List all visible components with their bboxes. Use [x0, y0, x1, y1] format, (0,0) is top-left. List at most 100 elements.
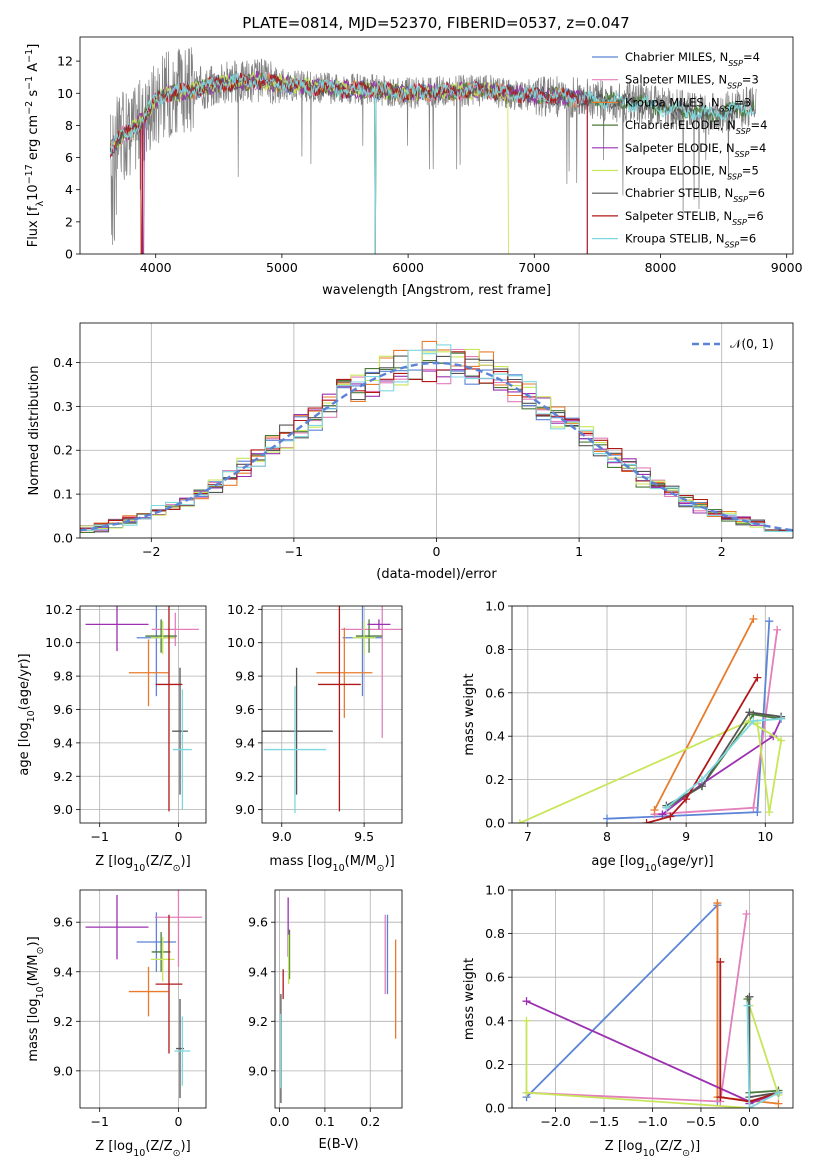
weight-Z-ytick-label: 0.4	[485, 1013, 505, 1028]
weight-age-axes: 7 8 9 10 0.0 0.2 0.4 0.6 0.8 1.0 mass weight age [l…	[462, 599, 794, 874]
age-mass-point-8	[263, 686, 327, 813]
age-Z-ylabel-part: 10	[26, 710, 37, 722]
legend-model-name: Salpeter ELODIE, N	[625, 141, 735, 155]
spectrum-xtick-label: 5000	[266, 260, 298, 275]
weight-Z-xlabel-part: Z [log	[605, 1139, 643, 1154]
legend-entry-3: Chabrier ELODIE, NSSP=4	[625, 118, 767, 136]
mass-Z-ylabel: mass [log10(M/M⊙)]	[26, 936, 46, 1061]
weight-Z-marker	[774, 1099, 783, 1108]
weight-age-marker	[662, 803, 671, 812]
weight-age-marker	[749, 615, 758, 624]
legend-ssp-eq: =	[742, 73, 752, 87]
spectrum-ylabel-part: 10	[26, 184, 41, 201]
legend-entry-5: Kroupa ELODIE, NSSP=5	[625, 164, 759, 182]
legend-ssp-eq: =	[748, 186, 758, 200]
legend-model-name: Salpeter STELIB, N	[625, 209, 732, 223]
mass-Z-point-3	[151, 932, 171, 972]
weight-Z-ytick-label: 0.0	[485, 1101, 505, 1116]
residuals-axes: −2 −1 0 1 2 0.0 0.1 0.2 0.3 0.4 𝒩(0, 1) (data-model…	[27, 322, 794, 582]
legend-nssp: 6	[756, 209, 763, 223]
legend-nssp: 6	[749, 232, 756, 246]
spectrum-xtick-label: 6000	[392, 260, 424, 275]
legend-ssp-sub: SSP	[720, 104, 735, 113]
weight-age-xtick-label: 10	[757, 829, 773, 844]
age-Z-xlabel-part: 10	[133, 863, 145, 874]
residuals-xtick-label: 0	[433, 544, 441, 559]
age-Z-ytick-label: 9.6	[53, 702, 73, 717]
age-Z-ylabel: age [log10(age/yr)]	[17, 653, 37, 775]
age-Z-xtick-label: 0	[174, 829, 182, 844]
spectrum-ylabel-part: −2	[24, 101, 35, 115]
weight-age-ytick-label: 0.8	[485, 642, 505, 657]
weight-Z-xlabel-part: 10	[643, 1148, 655, 1159]
mass-Z-xlabel-part: (Z/Z	[145, 1139, 172, 1154]
age-mass-xtick-label: 9.5	[354, 829, 374, 844]
spectrum-ylabel-part: −17	[24, 164, 35, 184]
weight-age-marker	[642, 819, 651, 823]
weight-Z-marker	[745, 992, 754, 1001]
weight-age-marker	[753, 673, 762, 682]
mass-EBV-ytick-label: 9.4	[248, 964, 268, 979]
weight-Z-marker	[522, 1088, 531, 1097]
weight-age-series-6	[665, 711, 782, 807]
spectrum-ytick-label: 6	[65, 150, 73, 165]
weight-Z-xlabel-part: ⊙	[682, 1148, 690, 1159]
weight-age-plot-area	[515, 615, 786, 823]
age-Z-xlabel-part: Z [log	[95, 854, 133, 869]
age-mass-frame	[261, 605, 403, 824]
age-mass-ytick-label: 9.8	[235, 669, 255, 684]
mass-Z-point-2	[128, 966, 169, 1017]
weight-age-frame	[511, 605, 794, 824]
legend-nssp: 3	[751, 73, 758, 87]
legend-nssp: 5	[751, 164, 758, 178]
weight-age-xlabel-part: age [log	[591, 854, 644, 869]
legend-ssp-eq: =	[734, 95, 744, 109]
spectrum-xtick-label: 4000	[140, 260, 172, 275]
weight-Z-series-8	[746, 1005, 779, 1108]
mass-Z-ytick-label: 9.6	[53, 915, 73, 930]
weight-age-marker	[777, 714, 786, 723]
weight-Z-marker	[522, 1016, 531, 1025]
legend-model-name: Chabrier STELIB, N	[625, 186, 733, 200]
mass-EBV-xtick-label: 0.1	[315, 1114, 335, 1129]
weight-age-series-7	[646, 677, 759, 823]
mass-Z-xtick-label: −1	[90, 1114, 108, 1129]
weight-Z-plot-area	[522, 899, 783, 1108]
legend-ssp-sub: SSP	[727, 172, 742, 181]
weight-Z-frame	[511, 889, 794, 1109]
age-mass-ytick-label: 9.4	[235, 735, 255, 750]
legend-ssp-eq: =	[743, 50, 753, 64]
weight-Z-axes: −2.0 −1.5 −1.0 −0.5 0.0 0.0 0.2 0.4 0.6 0.8 1.0 mas…	[462, 883, 794, 1159]
chart-panels: 4000 5000 6000 7000 8000 9000024681012wavelen…	[17, 36, 803, 1159]
mass-Z-plot-area	[85, 890, 203, 1099]
age-mass-point-1	[341, 606, 402, 738]
weight-Z-ytick-label: 0.8	[485, 926, 505, 941]
residuals-xlabel: (data-model)/error	[376, 567, 497, 582]
figure-title: PLATE=0814, MJD=52370, FIBERID=0537, z=0…	[242, 14, 629, 32]
age-mass-ytick-label: 9.6	[235, 702, 255, 717]
spectrum-frame	[79, 36, 794, 255]
age-mass-ytick-label: 9.2	[235, 769, 255, 784]
spectrum-ylabel-part: −1	[24, 76, 35, 90]
age-Z-axes: −1 09.09.29.49.69.810.010.2Z [log10(Z/Z⊙)…	[17, 602, 207, 874]
mass-EBV-frame	[274, 889, 403, 1109]
age-Z-point-4	[85, 606, 149, 652]
weight-Z-marker	[716, 1093, 725, 1102]
mass-Z-xtick-label: 0	[174, 1114, 182, 1129]
weight-age-marker	[682, 795, 691, 804]
age-mass-xlabel-part: )]	[385, 854, 395, 869]
age-Z-xtick-label: −1	[90, 829, 108, 844]
age-Z-point-7	[155, 606, 183, 812]
age-mass-xlabel-part: 10	[333, 863, 345, 874]
weight-age-xlabel-part: (age/yr)]	[657, 854, 714, 869]
mass-Z-xlabel-part: 10	[133, 1148, 145, 1159]
weight-age-marker	[749, 717, 758, 726]
legend-model-name: Chabrier ELODIE, N	[625, 118, 736, 132]
gaussian-curve	[80, 361, 793, 532]
legend-entry-6: Chabrier STELIB, NSSP=6	[625, 186, 765, 204]
legend-entry-0: Chabrier MILES, NSSP=4	[625, 50, 760, 68]
spectrum-ylabel-part: Flux [f	[26, 206, 41, 247]
age-Z-point-6	[172, 667, 188, 795]
weight-age-xtick-label: 8	[603, 829, 611, 844]
